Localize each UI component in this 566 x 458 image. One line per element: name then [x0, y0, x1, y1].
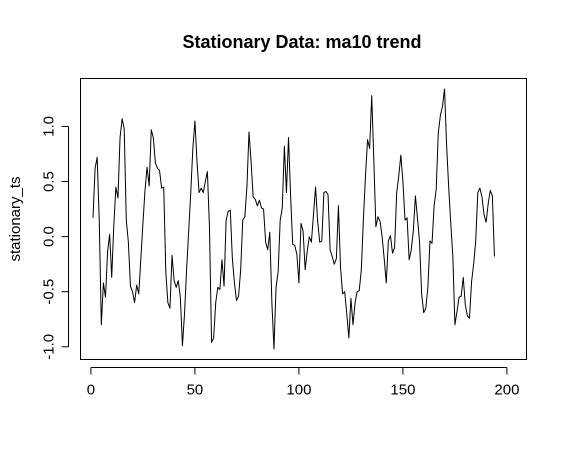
series-line — [92, 88, 495, 350]
y-tick-label: 0.5 — [41, 171, 58, 192]
series-layer — [92, 88, 495, 350]
x-axis: 0 50 100 150 200 — [87, 367, 519, 399]
plot-area-frame — [80, 78, 527, 360]
x-tick-label: 150 — [390, 382, 415, 399]
y-tick-label: -0.5 — [41, 279, 58, 305]
y-tick-label: 0.0 — [41, 226, 58, 247]
y-axis-label: stationary_ts — [7, 176, 24, 261]
x-tick-label: 0 — [87, 382, 95, 399]
x-tick-label: 50 — [187, 382, 204, 399]
y-tick-label: -1.0 — [41, 334, 58, 360]
x-tick-label: 100 — [286, 382, 311, 399]
chart-title: Stationary Data: ma10 trend — [182, 32, 421, 52]
x-tick-label: 200 — [494, 382, 519, 399]
y-tick-label: 1.0 — [41, 116, 58, 137]
y-axis: -1.0 -0.5 0.0 0.5 1.0 — [41, 116, 69, 360]
